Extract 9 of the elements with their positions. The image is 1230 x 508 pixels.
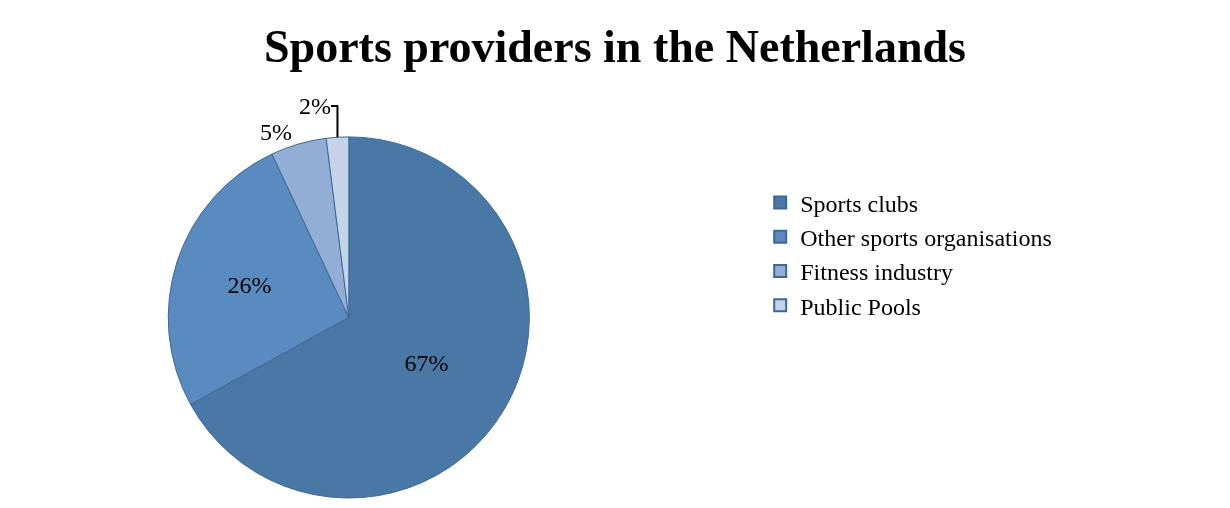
legend-label: Public Pools	[800, 293, 921, 320]
data-label: 26%	[227, 272, 272, 299]
chart-title: Sports providers in the Netherlands	[264, 20, 966, 72]
data-label: 67%	[404, 350, 449, 377]
data-label: 5%	[259, 119, 292, 146]
legend-label: Sports clubs	[800, 190, 919, 217]
legend-label: Other sports organisations	[800, 225, 1052, 252]
data-label: 2%	[298, 93, 331, 120]
legend-label: Fitness industry	[800, 259, 953, 286]
